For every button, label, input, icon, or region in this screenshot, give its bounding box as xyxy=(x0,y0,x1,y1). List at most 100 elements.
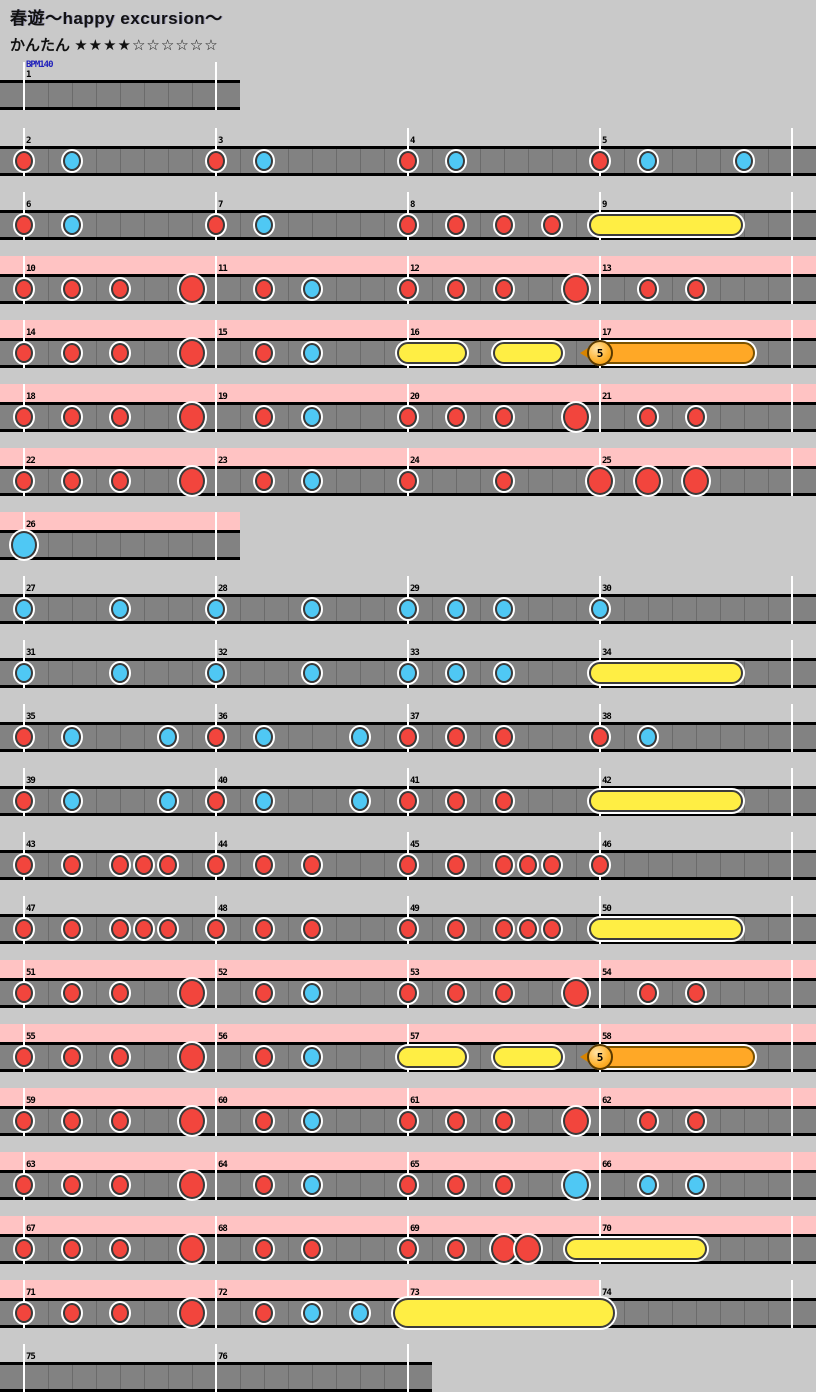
don-note xyxy=(447,1175,465,1195)
measure-line xyxy=(215,256,217,304)
beat-cell-line xyxy=(240,341,241,365)
measure-line xyxy=(791,384,793,432)
measure-number: 66 xyxy=(602,1160,612,1170)
beat-cell-line xyxy=(528,1173,529,1197)
beat-cell-line xyxy=(552,981,553,1005)
don-note xyxy=(63,1047,81,1067)
measure-number: 12 xyxy=(410,264,420,274)
measure-number: 23 xyxy=(218,456,228,466)
beat-cell-line xyxy=(432,597,433,621)
beat-cell-line xyxy=(168,1365,169,1389)
measure-number: 29 xyxy=(410,584,420,594)
don-note xyxy=(399,215,417,235)
drumroll-body xyxy=(397,342,467,364)
don-note xyxy=(63,1111,81,1131)
measure-line xyxy=(791,256,793,304)
beat-cell-line xyxy=(720,1109,721,1133)
beat-cell-line xyxy=(336,597,337,621)
don-note xyxy=(543,855,561,875)
beat-cell-line xyxy=(744,1109,745,1133)
don-note xyxy=(255,1175,273,1195)
beat-cell-line xyxy=(696,725,697,749)
big-don-note xyxy=(179,339,205,367)
gogo-band xyxy=(0,512,240,530)
measure-number: 68 xyxy=(218,1224,228,1234)
don-note xyxy=(399,855,417,875)
beat-cell-line xyxy=(144,277,145,301)
measure-number: 60 xyxy=(218,1096,228,1106)
beat-cell-line xyxy=(168,213,169,237)
beat-cell-line xyxy=(432,1237,433,1261)
beat-cell-line xyxy=(96,1301,97,1325)
measure-line xyxy=(23,62,25,110)
beat-cell-line xyxy=(312,725,313,749)
beat-cell-line xyxy=(336,725,337,749)
measure-number: 31 xyxy=(26,648,36,658)
measure-line xyxy=(23,1344,25,1392)
don-note xyxy=(207,215,225,235)
measure-line xyxy=(791,768,793,816)
beat-cell-line xyxy=(672,469,673,493)
don-note xyxy=(15,1175,33,1195)
don-note xyxy=(447,727,465,747)
beat-cell-line xyxy=(288,917,289,941)
measure-number: 76 xyxy=(218,1352,228,1362)
beat-cell-line xyxy=(528,277,529,301)
measure-number: 72 xyxy=(218,1288,228,1298)
beat-cell-line xyxy=(72,661,73,685)
beat-cell-line xyxy=(720,1237,721,1261)
don-note xyxy=(447,919,465,939)
measure-number: 55 xyxy=(26,1032,36,1042)
don-note xyxy=(15,471,33,491)
beat-cell-line xyxy=(432,469,433,493)
don-note xyxy=(447,279,465,299)
beat-cell-line xyxy=(384,661,385,685)
don-note xyxy=(399,279,417,299)
measure-number: 56 xyxy=(218,1032,228,1042)
beat-cell-line xyxy=(360,597,361,621)
measure-number: 14 xyxy=(26,328,36,338)
beat-cell-line xyxy=(240,661,241,685)
beat-cell-line xyxy=(192,149,193,173)
beat-cell-line xyxy=(168,341,169,365)
don-note xyxy=(255,471,273,491)
beat-cell-line xyxy=(720,853,721,877)
ka-note xyxy=(63,151,81,171)
beat-cell-line xyxy=(384,853,385,877)
ka-note xyxy=(303,471,321,491)
beat-cell-line xyxy=(528,725,529,749)
measure-number: 37 xyxy=(410,712,420,722)
beat-cell-line xyxy=(96,1109,97,1133)
measure-number: 1 xyxy=(26,70,32,80)
beat-cell-line xyxy=(552,725,553,749)
beat-cell-line xyxy=(240,1109,241,1133)
measure-line xyxy=(215,1152,217,1200)
beat-cell-line xyxy=(144,83,145,107)
beat-cell-line xyxy=(360,277,361,301)
don-note xyxy=(687,407,705,427)
beat-cell-line xyxy=(504,149,505,173)
measure-number: 22 xyxy=(26,456,36,466)
beat-cell-line xyxy=(384,725,385,749)
beat-cell-line xyxy=(576,661,577,685)
beat-cell-line xyxy=(192,597,193,621)
measure-number: 38 xyxy=(602,712,612,722)
beat-cell-line xyxy=(288,405,289,429)
big-don-note xyxy=(491,1235,517,1263)
don-note xyxy=(63,471,81,491)
measure-number: 34 xyxy=(602,648,612,658)
beat-cell-line xyxy=(48,277,49,301)
don-note xyxy=(207,727,225,747)
beat-cell-line xyxy=(288,853,289,877)
measure-number: 54 xyxy=(602,968,612,978)
beat-cell-line xyxy=(768,789,769,813)
measure-number: 7 xyxy=(218,200,224,210)
beat-cell-line xyxy=(432,917,433,941)
beat-cell-line xyxy=(648,1301,649,1325)
measure-line xyxy=(215,320,217,368)
measure-line xyxy=(215,448,217,496)
beat-cell-line xyxy=(288,1109,289,1133)
measure-number: 8 xyxy=(410,200,416,210)
beat-cell-line xyxy=(768,277,769,301)
beat-cell-line xyxy=(360,213,361,237)
